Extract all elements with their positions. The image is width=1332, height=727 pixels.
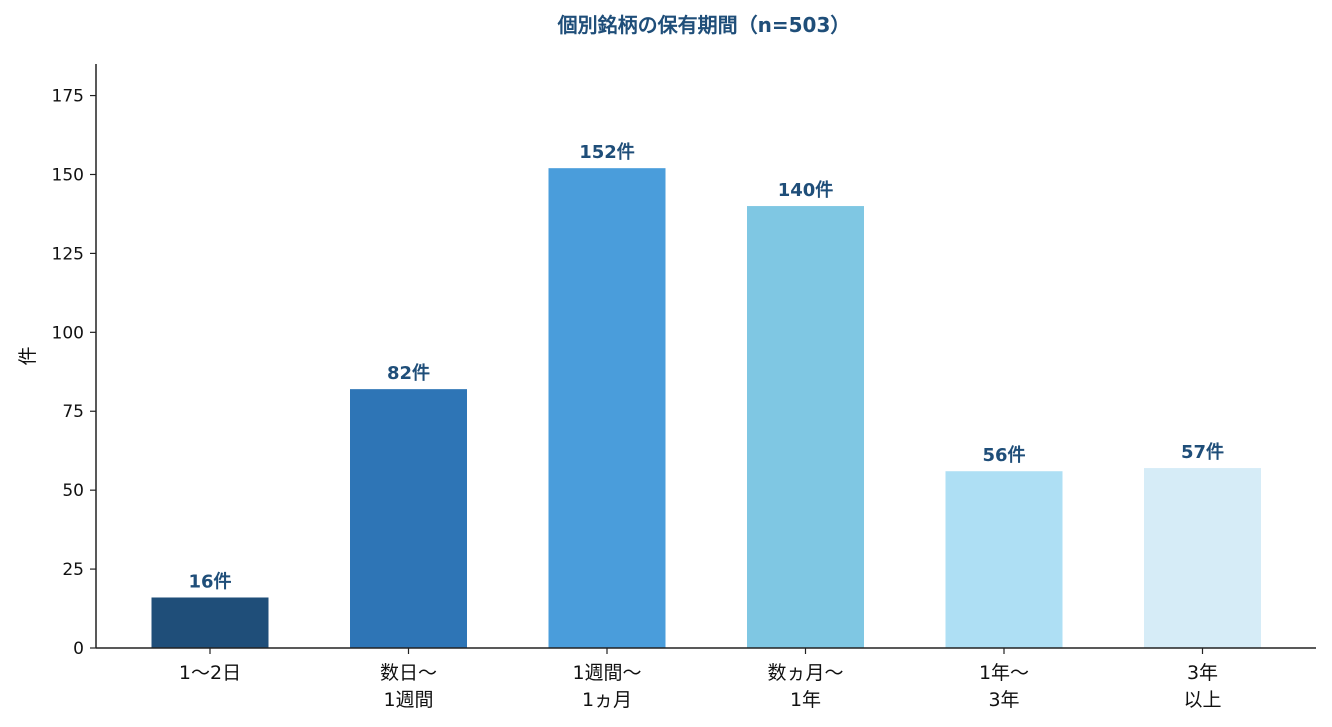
- bar: [548, 168, 666, 648]
- y-tick-label: 100: [52, 323, 84, 343]
- bar: [1144, 468, 1261, 648]
- x-tick-label: 3年以上: [1183, 662, 1221, 711]
- bar: [151, 597, 269, 648]
- y-tick-label: 75: [62, 402, 84, 422]
- bar: [350, 389, 467, 648]
- bar: [945, 471, 1063, 648]
- bar-value-label: 152件: [579, 141, 635, 163]
- bar-value-label: 57件: [1181, 441, 1224, 463]
- y-tick-label: 125: [52, 244, 84, 264]
- y-tick-label: 150: [52, 165, 84, 185]
- bar-value-label: 82件: [387, 362, 430, 384]
- bar-value-label: 56件: [982, 444, 1025, 466]
- x-tick-label: 1年〜 3年: [979, 662, 1029, 711]
- y-tick-label: 25: [62, 560, 84, 580]
- x-tick-label: 1〜2日: [179, 662, 241, 684]
- y-axis-label: 件: [17, 346, 39, 365]
- y-tick-label: 50: [62, 481, 84, 501]
- bar-value-label: 16件: [188, 570, 231, 592]
- y-tick-label: 175: [52, 87, 84, 107]
- x-tick-label: 数日〜 1週間: [380, 662, 437, 711]
- bar-value-label: 140件: [778, 179, 834, 201]
- y-tick-label: 0: [73, 639, 84, 659]
- bar: [747, 206, 864, 648]
- x-tick-label: 数ヵ月〜 1年: [767, 662, 843, 711]
- x-tick-label: 1週間〜 1ヵ月: [572, 662, 641, 711]
- chart-title: 個別銘柄の保有期間（n=503）: [557, 13, 851, 37]
